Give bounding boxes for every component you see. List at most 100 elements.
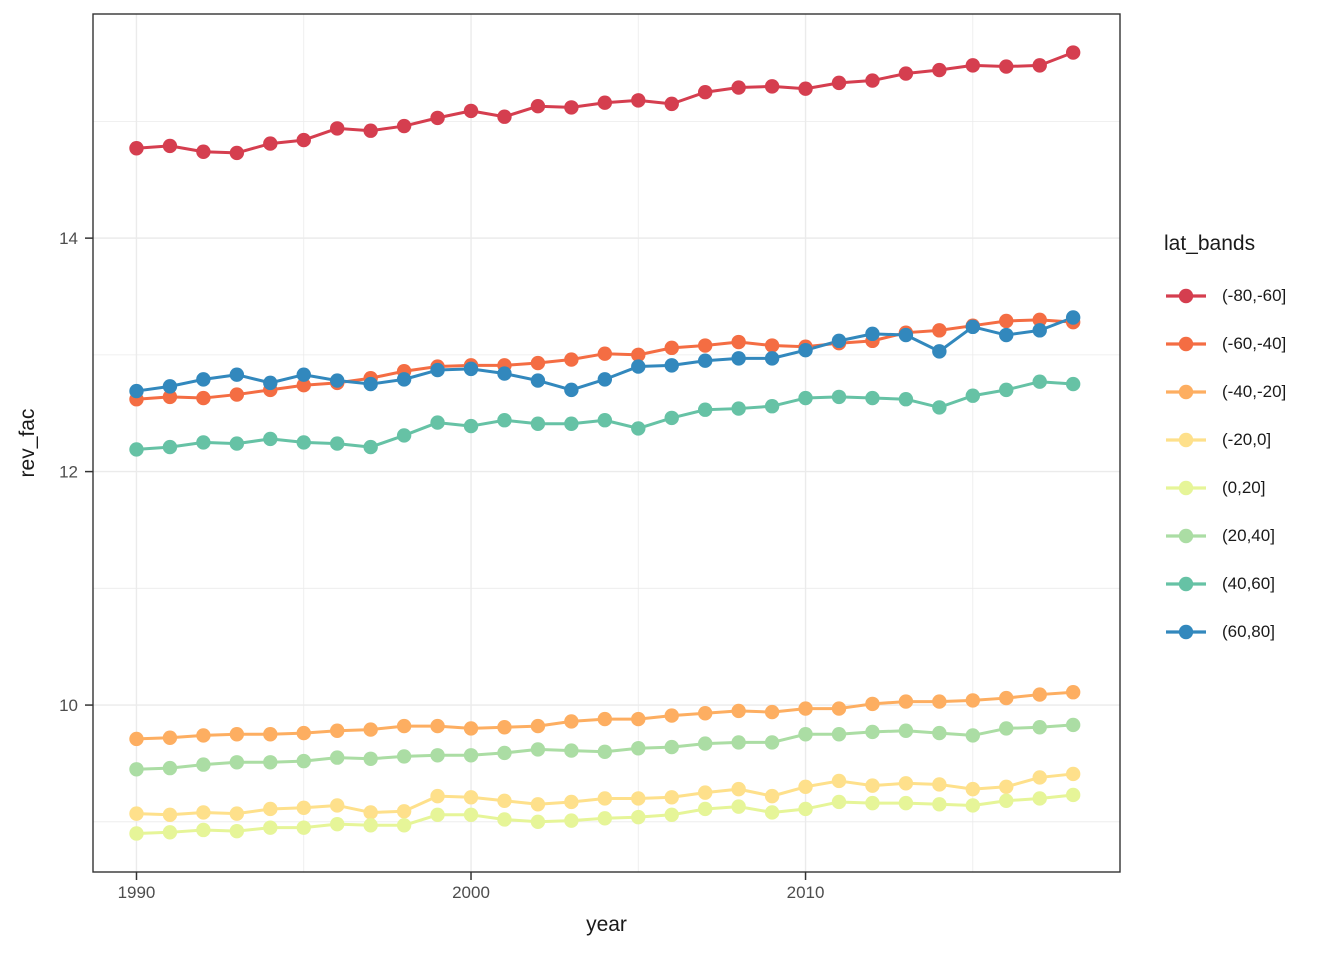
- data-point: [999, 382, 1014, 398]
- data-point: [162, 389, 178, 405]
- data-point: [330, 816, 345, 832]
- data-point: [831, 727, 847, 742]
- data-point: [564, 352, 579, 367]
- data-point: [1032, 323, 1047, 338]
- data-point: [865, 696, 880, 712]
- legend-key-point: [1178, 336, 1194, 352]
- data-point: [530, 814, 546, 830]
- data-point: [263, 820, 278, 835]
- data-point: [597, 372, 613, 387]
- data-point: [530, 416, 546, 431]
- legend-title: lat_bands: [1164, 232, 1256, 255]
- data-point: [430, 718, 445, 734]
- data-point: [999, 779, 1014, 794]
- data-point: [129, 826, 144, 841]
- data-point: [831, 794, 847, 810]
- data-point: [865, 390, 880, 406]
- legend-key-point: [1178, 576, 1194, 592]
- data-point: [430, 415, 445, 430]
- data-point: [263, 755, 278, 770]
- data-point: [263, 801, 278, 817]
- legend-item: (60,80]: [1164, 608, 1286, 656]
- legend-key-icon: [1166, 528, 1206, 544]
- data-point: [463, 103, 479, 119]
- legend-item-label: (60,80]: [1222, 622, 1275, 641]
- data-point: [1065, 766, 1081, 782]
- data-point: [865, 73, 880, 88]
- legend-item: (0,20]: [1164, 464, 1286, 512]
- data-point: [396, 718, 412, 734]
- data-point: [497, 413, 512, 428]
- data-point: [296, 132, 311, 148]
- data-point: [597, 791, 613, 806]
- data-point: [597, 346, 613, 361]
- data-point: [463, 418, 479, 434]
- data-point: [396, 372, 412, 387]
- data-point: [497, 720, 512, 735]
- x-tick-label: 2010: [787, 883, 825, 902]
- data-point: [764, 79, 780, 94]
- data-point: [631, 711, 646, 727]
- data-point: [196, 390, 211, 406]
- legend: lat_bands (-80,-60] (-60,-40] (-40,-20] (-2…: [1164, 232, 1286, 656]
- data-point: [798, 701, 813, 716]
- data-point: [196, 372, 211, 387]
- data-point: [697, 338, 713, 353]
- data-point: [898, 723, 914, 738]
- data-point: [564, 382, 579, 398]
- data-point: [196, 728, 211, 743]
- data-point: [597, 95, 613, 110]
- data-point: [530, 797, 546, 812]
- data-point: [463, 748, 479, 763]
- data-point: [129, 141, 144, 156]
- legend-key-icon: [1166, 480, 1206, 496]
- data-point: [1032, 720, 1047, 735]
- legend-key-icon: [1166, 432, 1206, 448]
- data-point: [162, 439, 178, 455]
- data-point: [463, 721, 479, 736]
- data-point: [396, 749, 412, 764]
- data-point: [1065, 685, 1081, 700]
- data-point: [932, 344, 947, 359]
- data-point: [764, 704, 780, 720]
- data-point: [965, 319, 981, 335]
- data-point: [798, 81, 813, 96]
- data-point: [162, 379, 178, 394]
- data-point: [363, 123, 378, 138]
- legend-item: (20,40]: [1164, 512, 1286, 560]
- data-point: [564, 100, 579, 115]
- data-point: [697, 785, 713, 800]
- data-point: [731, 703, 746, 719]
- data-point: [798, 342, 813, 358]
- legend-key-point: [1178, 384, 1194, 400]
- data-point: [865, 795, 880, 811]
- data-point: [865, 724, 880, 740]
- data-point: [263, 136, 278, 151]
- data-point: [196, 757, 211, 772]
- data-point: [263, 375, 278, 391]
- data-point: [162, 760, 178, 776]
- data-point: [664, 96, 679, 112]
- data-point: [497, 745, 512, 761]
- data-point: [999, 59, 1014, 74]
- data-point: [296, 367, 311, 382]
- legend-item-label: (20,40]: [1222, 526, 1275, 545]
- data-point: [430, 110, 445, 126]
- data-point: [129, 442, 144, 457]
- data-point: [764, 338, 780, 353]
- data-point: [162, 825, 178, 840]
- data-point: [296, 800, 311, 815]
- data-point: [497, 812, 512, 827]
- data-point: [296, 753, 311, 769]
- data-point: [999, 327, 1014, 343]
- data-point: [631, 347, 646, 363]
- data-point: [330, 121, 345, 136]
- data-point: [764, 399, 780, 414]
- data-point: [731, 351, 746, 366]
- data-point: [363, 722, 378, 737]
- data-point: [1032, 687, 1047, 702]
- data-point: [196, 144, 211, 159]
- data-point: [229, 387, 245, 402]
- data-point: [999, 313, 1014, 329]
